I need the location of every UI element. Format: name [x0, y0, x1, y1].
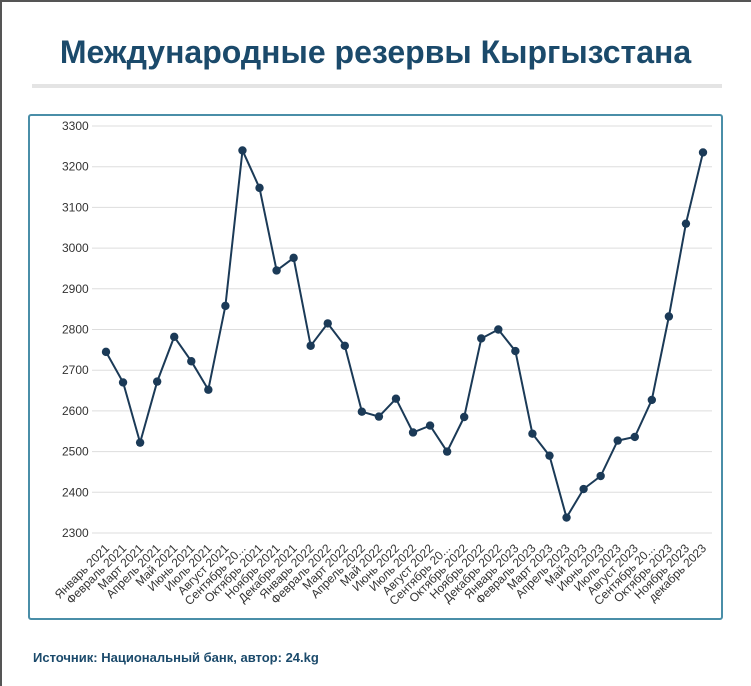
data-point[interactable]	[238, 146, 247, 155]
data-point[interactable]	[511, 346, 520, 356]
data-point[interactable]	[425, 421, 435, 430]
data-point[interactable]	[562, 513, 571, 522]
data-point[interactable]	[357, 407, 367, 416]
series-line	[105, 146, 704, 521]
data-point[interactable]	[118, 378, 128, 387]
y-tick-label: 2800	[62, 323, 89, 337]
y-tick-label: 2600	[62, 404, 89, 418]
data-point[interactable]	[460, 412, 469, 422]
data-point[interactable]	[408, 428, 418, 437]
y-tick-label: 2300	[62, 526, 89, 540]
data-point[interactable]	[221, 301, 230, 311]
source-caption: Источник: Национальный банк, автор: 24.k…	[33, 650, 319, 665]
frame-left-border	[0, 0, 2, 686]
data-point[interactable]	[391, 394, 401, 403]
y-tick-label: 3000	[62, 241, 89, 255]
data-point[interactable]	[306, 341, 315, 350]
y-axis-ticks: 2300 2400 2500 2600 2700 2800 2900 3000 3100 3200…	[62, 119, 89, 540]
data-point[interactable]	[681, 219, 691, 228]
y-tick-label: 2500	[62, 445, 89, 459]
y-tick-label: 2900	[62, 282, 89, 296]
data-point[interactable]	[477, 334, 486, 343]
y-tick-label: 2700	[62, 363, 89, 377]
data-point[interactable]	[204, 385, 213, 394]
data-point[interactable]	[272, 266, 281, 275]
data-point[interactable]	[545, 451, 554, 460]
data-point[interactable]	[374, 412, 384, 421]
data-point[interactable]	[289, 253, 298, 263]
data-point[interactable]	[630, 432, 639, 442]
data-point[interactable]	[664, 312, 674, 321]
frame-top-border	[0, 0, 751, 2]
page-title: Международные резервы Кыргызстана	[59, 34, 692, 70]
data-point[interactable]	[613, 436, 622, 445]
y-tick-label: 3200	[62, 160, 89, 174]
data-point[interactable]	[323, 319, 332, 328]
data-point[interactable]	[152, 377, 162, 386]
title-underline	[32, 84, 722, 88]
data-point[interactable]	[187, 357, 196, 366]
chart-container	[28, 114, 723, 620]
data-point[interactable]	[170, 332, 179, 342]
data-point[interactable]	[442, 447, 452, 456]
y-tick-label: 3100	[62, 200, 89, 214]
data-point[interactable]	[101, 347, 111, 357]
data-point[interactable]	[340, 341, 349, 350]
data-points	[101, 146, 708, 522]
line-chart: 2300 2400 2500 2600 2700 2800 2900 3000 3100 3200…	[52, 119, 712, 608]
y-tick-label: 3300	[62, 119, 89, 133]
grid-lines	[92, 125, 712, 534]
y-tick-label: 2400	[62, 485, 89, 499]
data-point[interactable]	[528, 429, 537, 438]
data-point[interactable]	[596, 471, 605, 481]
data-point[interactable]	[579, 484, 588, 494]
data-point[interactable]	[698, 148, 708, 157]
data-point[interactable]	[494, 325, 503, 334]
data-point[interactable]	[647, 395, 657, 405]
data-point[interactable]	[135, 438, 145, 447]
data-point[interactable]	[255, 183, 264, 193]
